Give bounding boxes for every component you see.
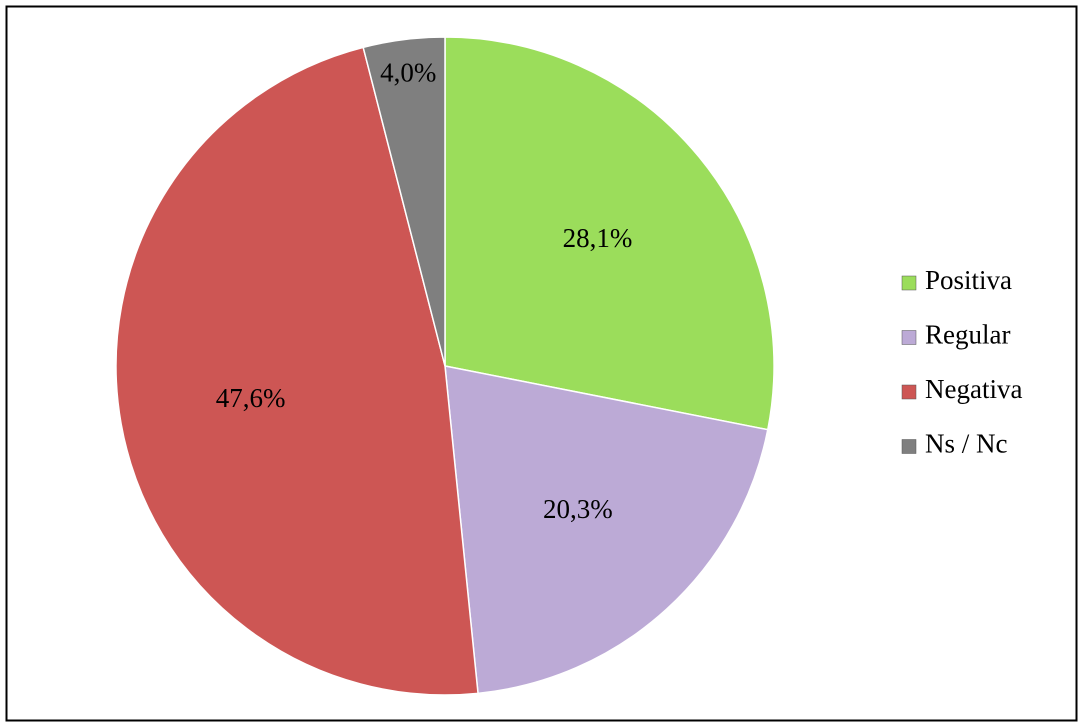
pie-slice [362, 36, 446, 367]
legend-label: Negativa [925, 374, 1022, 404]
legend-label: Regular [925, 320, 1010, 350]
legend-label: Ns / Nc [925, 429, 1008, 459]
pie-slice [115, 46, 479, 696]
pie-slice [444, 365, 769, 695]
legend-label: Positiva [925, 265, 1012, 295]
legend-swatch [901, 330, 917, 345]
data-label: 20,3% [543, 494, 613, 524]
legend-swatch [901, 439, 917, 454]
data-label: 4,0% [380, 58, 436, 88]
data-label: 28,1% [563, 223, 633, 253]
data-label: 47,6% [216, 383, 286, 413]
pie-slice [444, 36, 775, 431]
legend-swatch [901, 275, 917, 291]
legend-swatch [901, 384, 917, 400]
